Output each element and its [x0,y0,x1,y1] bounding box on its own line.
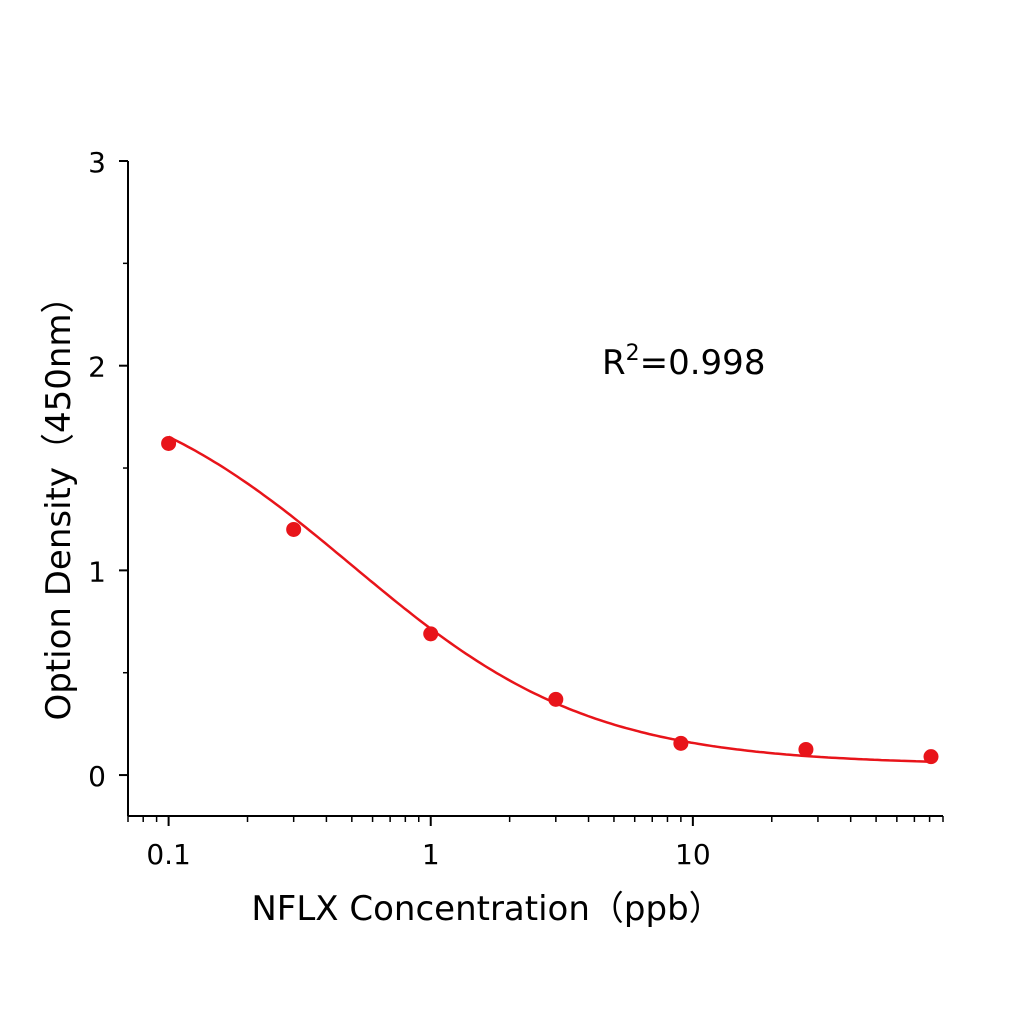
data-point [286,521,302,537]
fit-curve [168,435,932,763]
y-tick-label: 1 [88,555,106,588]
r-squared-annotation: R2=0.998 [602,341,765,383]
x-tick-label: 10 [675,838,711,871]
data-points [161,435,939,765]
data-point [423,626,439,642]
y-tick-label: 2 [88,351,106,384]
data-point [923,749,939,765]
x-axis-label: NFLX Concentration（ppb） [251,889,722,929]
y-tick-label: 0 [88,760,106,793]
data-point [548,691,564,707]
data-point [161,435,177,451]
data-point [798,741,814,757]
x-tick-label: 1 [422,838,440,871]
axes: 0 1 2 3 0.1 1 10 [88,146,944,871]
data-point [673,735,689,751]
y-axis-label: Option Density（450nm） [39,279,79,720]
x-tick-label: 0.1 [146,838,191,871]
y-tick-label: 3 [88,146,106,179]
